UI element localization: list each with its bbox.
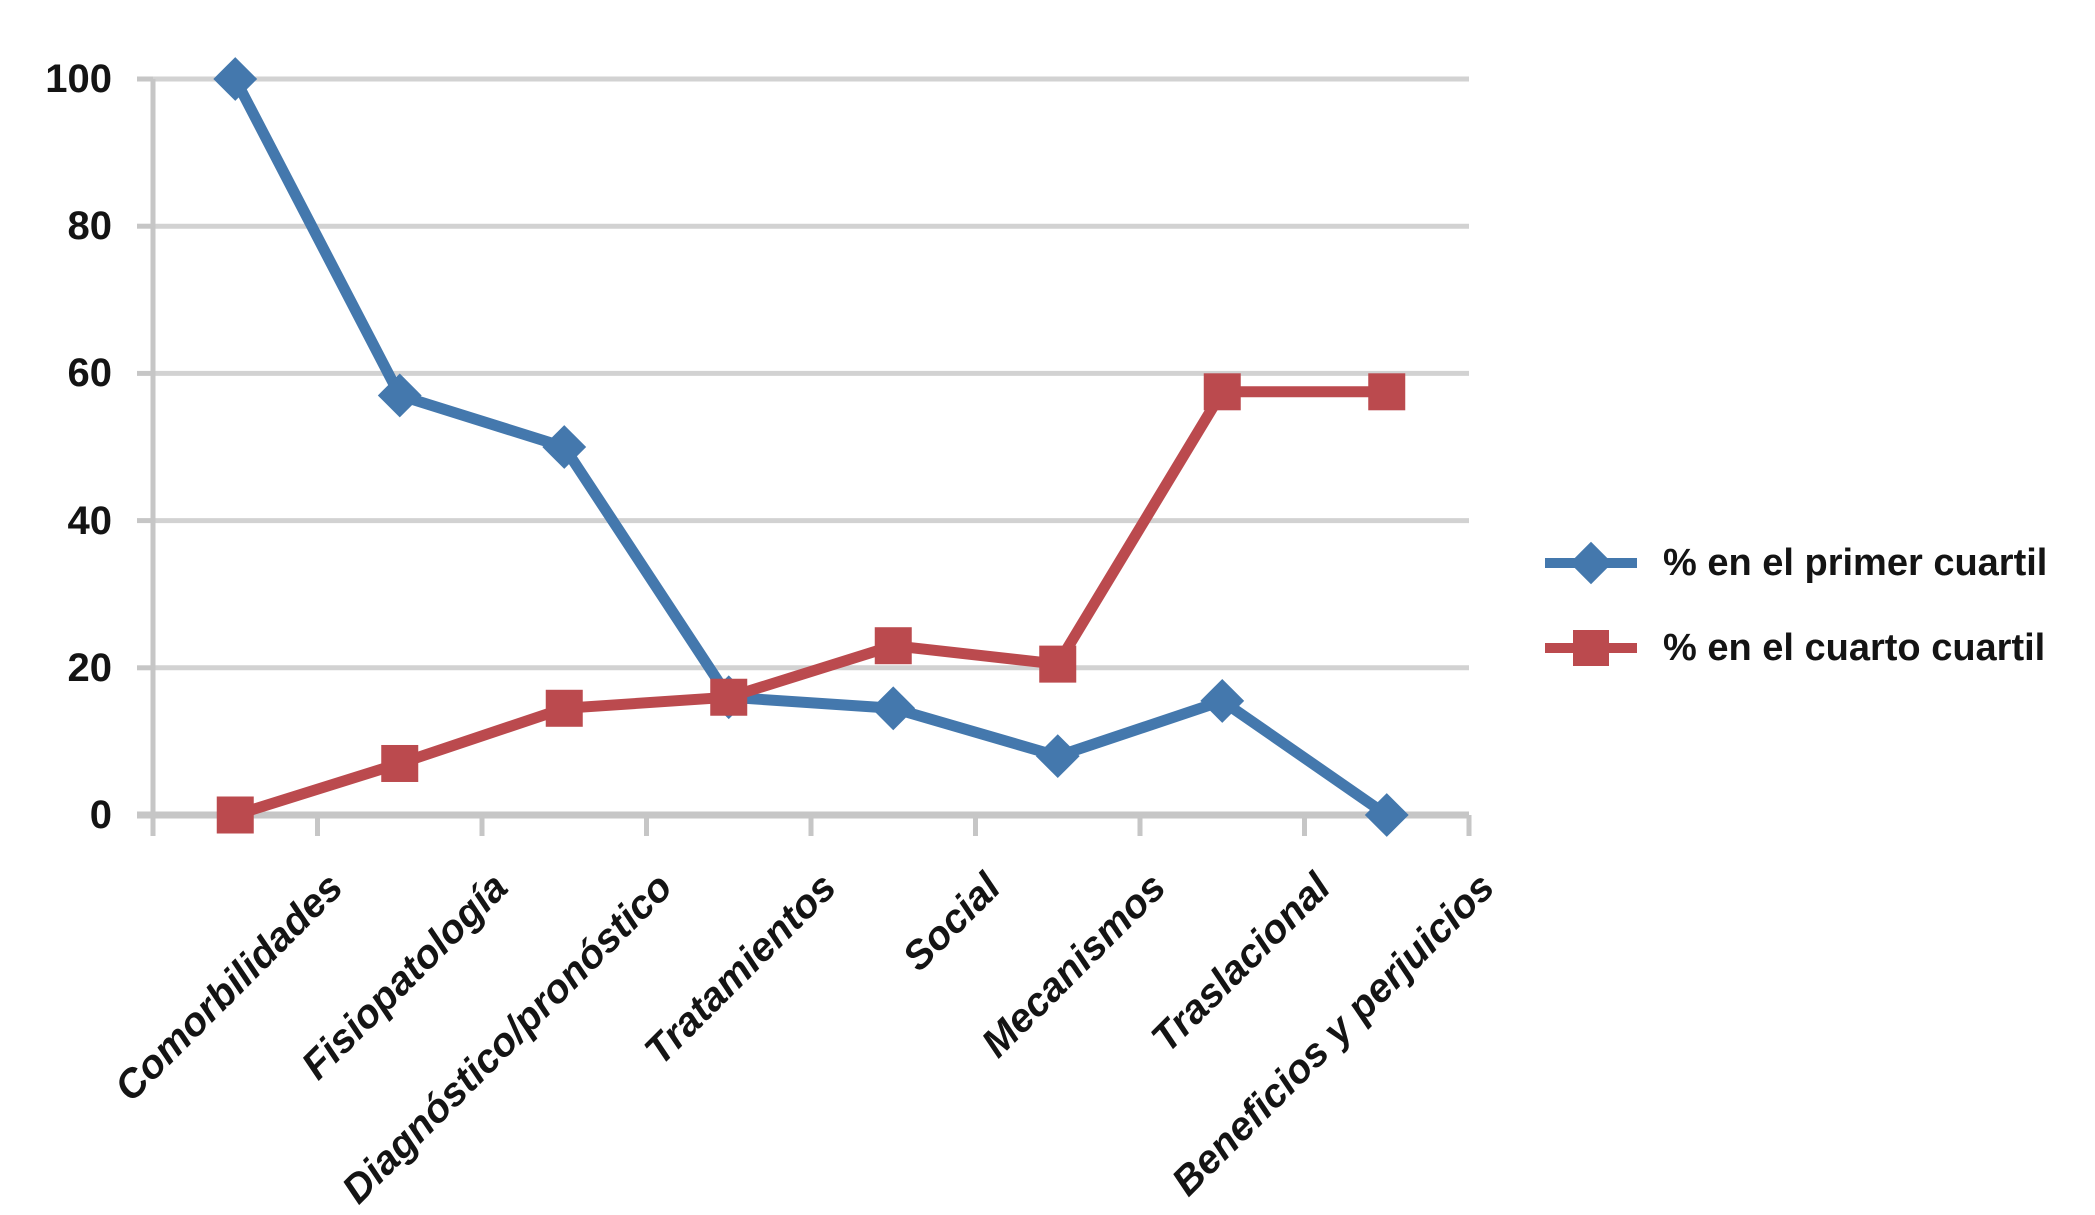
legend-label-primer-cuartil: % en el primer cuartil bbox=[1663, 541, 2048, 584]
y-axis-label: 60 bbox=[67, 351, 113, 396]
diamond-data-point-marker bbox=[871, 686, 916, 731]
series-line-1 bbox=[233, 386, 1387, 821]
y-axis-label: 20 bbox=[67, 645, 113, 690]
legend-item-cuarto-cuartil: % en el cuarto cuartil bbox=[1545, 621, 2047, 675]
square-data-point-marker bbox=[1203, 373, 1241, 411]
diamond-data-point-marker bbox=[542, 425, 587, 469]
square-data-point-marker bbox=[1368, 373, 1406, 411]
y-axis-label: 100 bbox=[45, 57, 112, 101]
diamond-data-point-marker bbox=[213, 57, 258, 101]
legend-item-primer-cuartil: % en el primer cuartil bbox=[1545, 536, 2047, 590]
series-line-0 bbox=[230, 76, 1390, 820]
square-data-point-marker bbox=[545, 689, 583, 727]
square-data-point-marker bbox=[1039, 645, 1077, 683]
square-data-point-marker bbox=[216, 796, 254, 834]
blue-diamond-marker-icon bbox=[1545, 536, 1637, 590]
square-data-point-marker bbox=[381, 744, 419, 782]
diamond-icon bbox=[1569, 541, 1613, 585]
diamond-data-point-marker bbox=[1035, 734, 1080, 779]
legend-label-cuarto-cuartil: % en el cuarto cuartil bbox=[1663, 626, 2046, 669]
y-axis-label: 40 bbox=[67, 498, 113, 543]
y-axis-label: 0 bbox=[89, 793, 112, 837]
square-data-point-marker bbox=[874, 627, 912, 665]
square-data-point-marker bbox=[710, 678, 748, 716]
diamond-data-point-marker bbox=[1364, 793, 1409, 837]
diamond-data-point-marker bbox=[1200, 678, 1245, 723]
y-axis-label: 80 bbox=[67, 204, 113, 249]
red-square-marker-icon bbox=[1545, 621, 1637, 675]
square-icon bbox=[1573, 630, 1609, 666]
diamond-data-point-marker bbox=[377, 373, 422, 418]
legend: % en el primer cuartil % en el cuarto cu… bbox=[1545, 536, 2047, 706]
